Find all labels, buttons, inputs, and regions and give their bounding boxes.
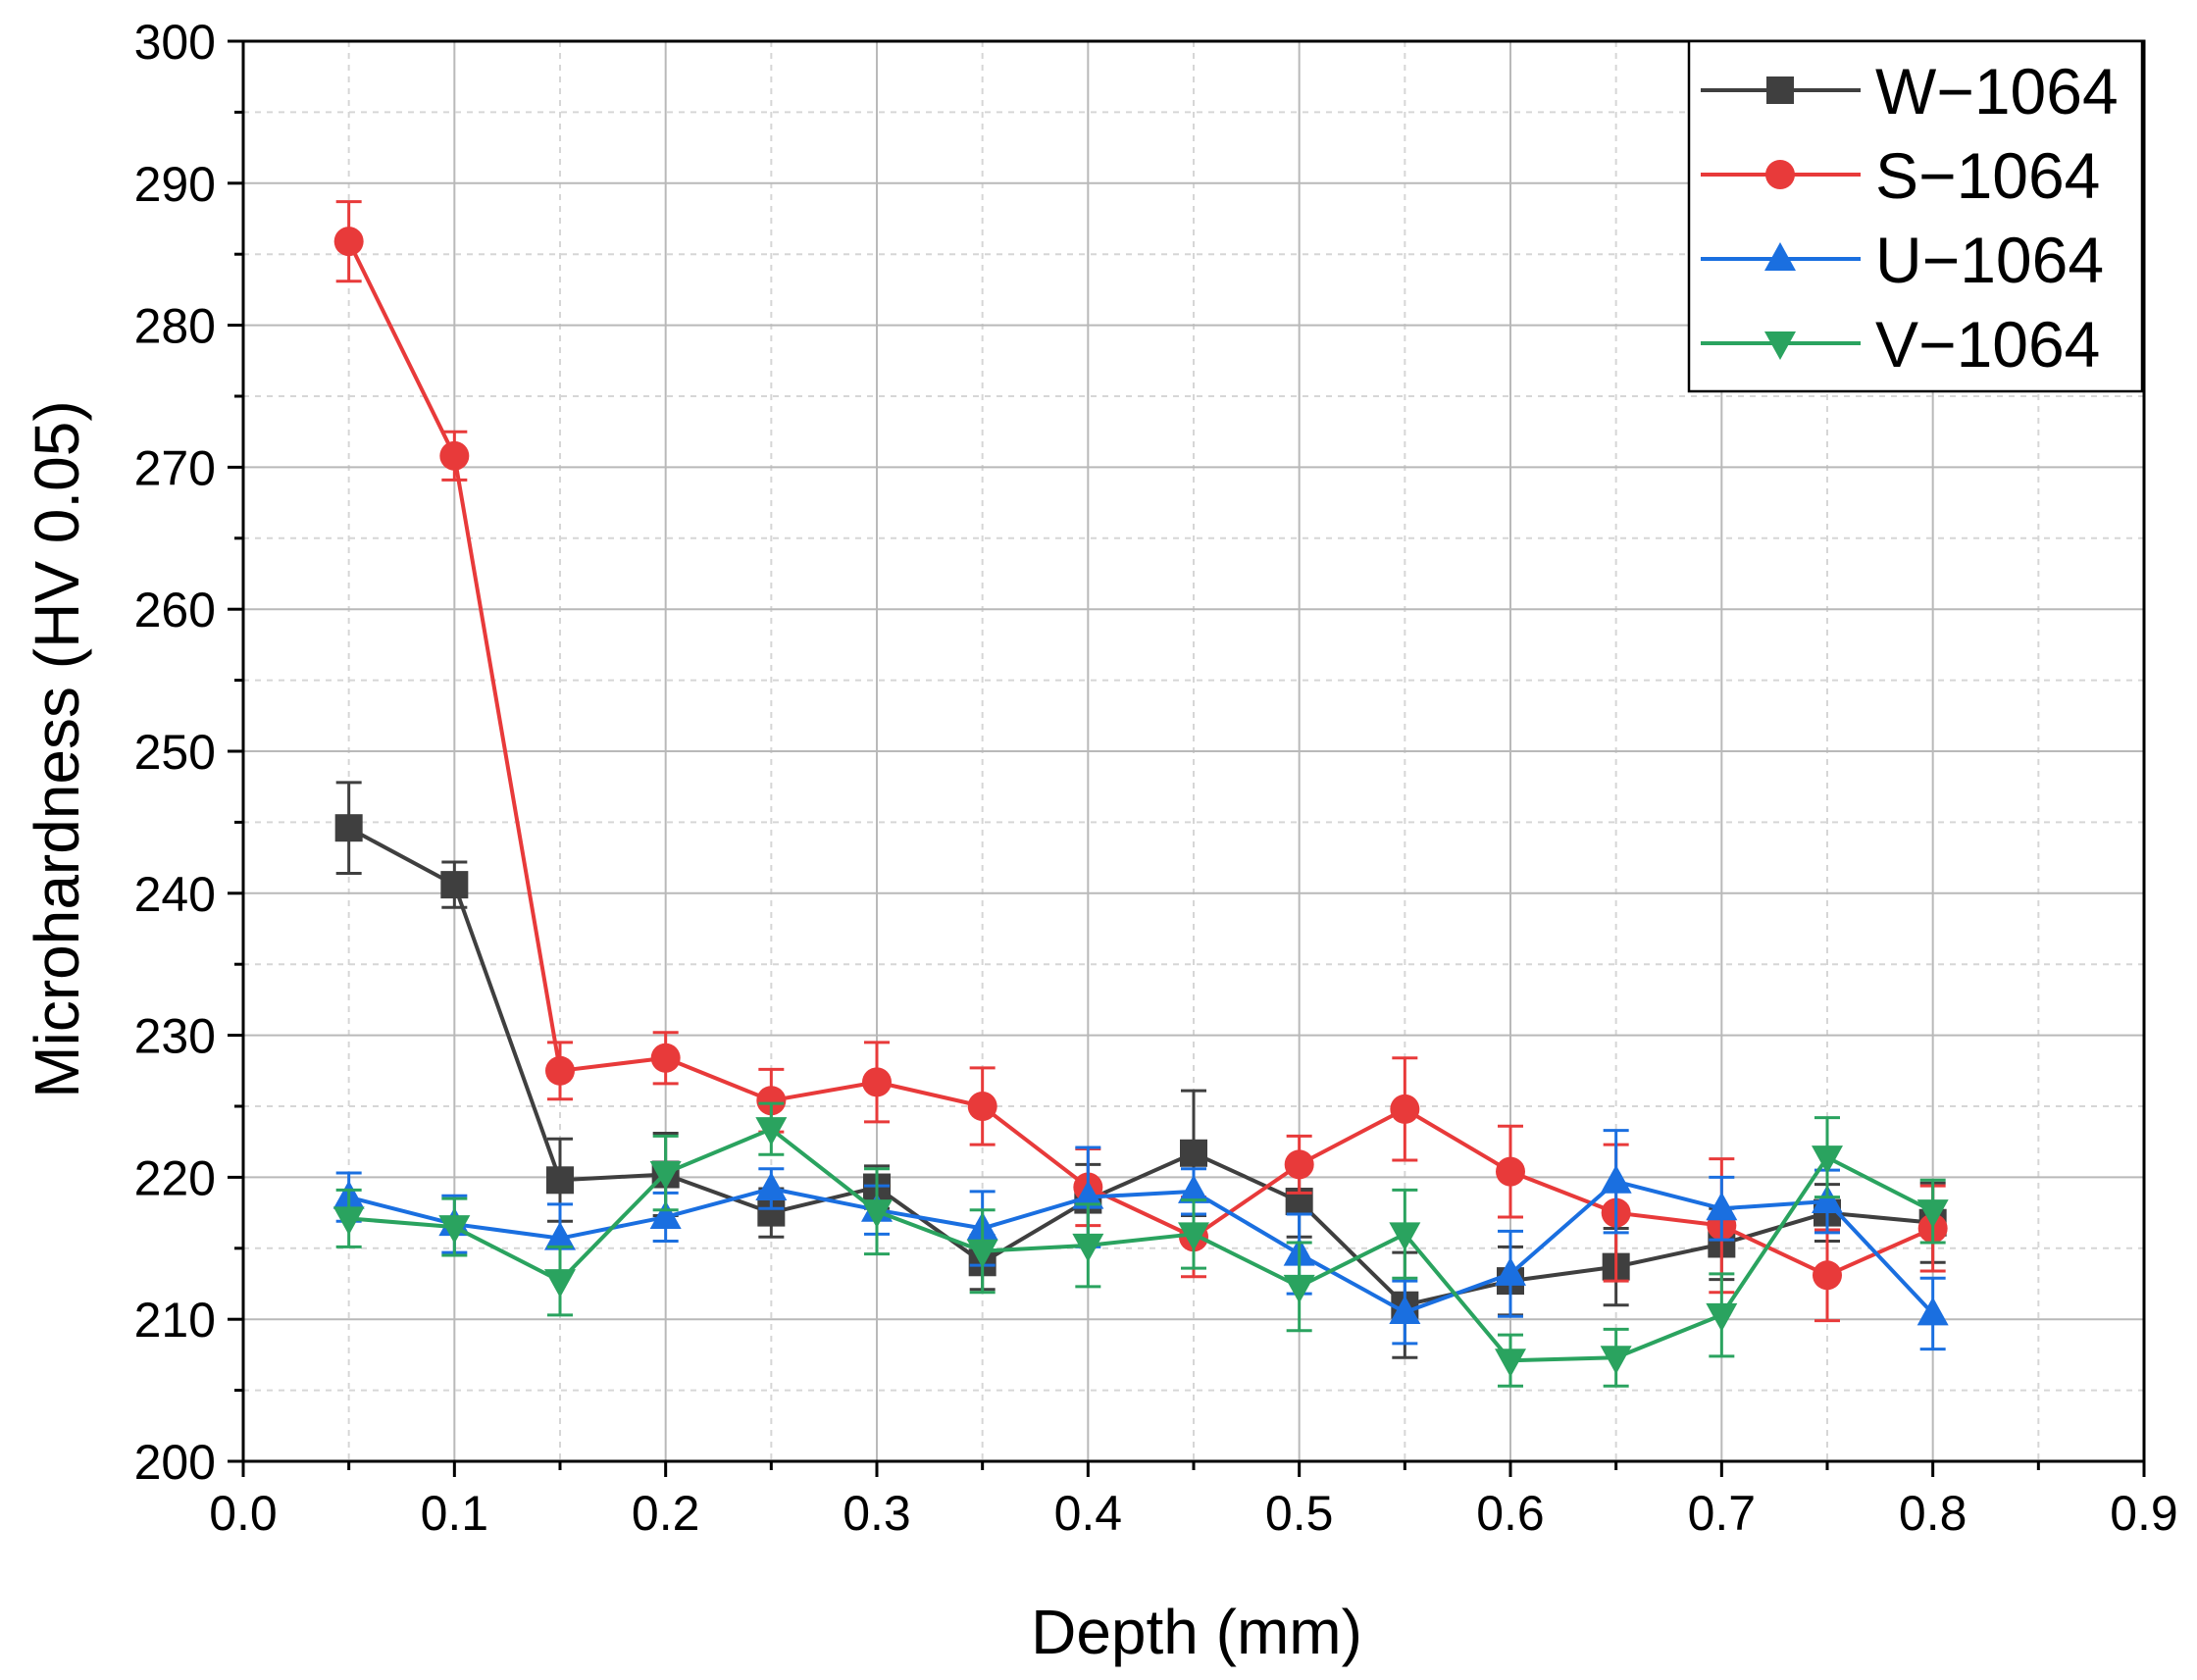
legend-item: U−1064 <box>1701 224 2104 296</box>
series-u-1064 <box>332 1129 1949 1351</box>
data-point <box>967 1092 997 1121</box>
data-point <box>439 440 470 471</box>
y-tick-label: 200 <box>134 1435 216 1490</box>
y-tick-label: 220 <box>134 1150 216 1205</box>
data-point <box>649 1199 682 1229</box>
x-tick-label: 0.1 <box>421 1486 489 1541</box>
data-point <box>650 1043 681 1073</box>
data-point <box>1813 1260 1842 1291</box>
y-tick-label: 290 <box>134 157 216 212</box>
legend-label: V−1064 <box>1875 308 2100 381</box>
data-point <box>1389 1222 1421 1251</box>
y-tick-label: 270 <box>134 440 216 495</box>
legend-label: W−1064 <box>1875 55 2119 127</box>
data-point <box>966 1239 998 1268</box>
data-point <box>1496 1156 1525 1187</box>
legend-item: V−1064 <box>1701 308 2100 381</box>
data-point <box>544 1269 576 1298</box>
y-tick-label: 300 <box>134 15 216 70</box>
data-point <box>438 1215 471 1245</box>
axes <box>228 39 2146 1477</box>
legend-box <box>1687 39 2144 393</box>
data-point <box>755 1117 788 1146</box>
data-point <box>544 1221 576 1250</box>
data-point <box>1812 1145 1843 1175</box>
data-point <box>1706 1192 1738 1221</box>
series-line <box>348 1127 1934 1363</box>
data-point <box>1072 1180 1104 1209</box>
data-point <box>1916 1297 1949 1326</box>
y-axis-title: Microhardness (HV 0.05) <box>22 400 92 1097</box>
data-point <box>334 814 363 842</box>
data-point <box>1495 1349 1526 1378</box>
data-series <box>332 200 1949 1388</box>
data-point <box>332 1206 365 1236</box>
y-tick-label: 260 <box>134 583 216 637</box>
series-line <box>347 826 1933 1307</box>
data-point <box>1916 1199 1949 1229</box>
legend-item: W−1064 <box>1701 55 2119 127</box>
x-tick-label: 0.5 <box>1265 1486 1334 1541</box>
data-point <box>1812 1185 1843 1214</box>
series-line <box>346 240 1934 1278</box>
data-point <box>1178 1222 1209 1251</box>
x-tick-label: 0.6 <box>1476 1486 1545 1541</box>
x-tick-label: 0.7 <box>1688 1486 1757 1541</box>
data-point <box>862 1067 892 1097</box>
x-tick-label: 0.2 <box>632 1486 700 1541</box>
data-point <box>1390 1094 1420 1124</box>
legend-label: U−1064 <box>1875 224 2104 296</box>
y-tick-label: 250 <box>134 725 216 780</box>
x-tick-label: 0.9 <box>2110 1486 2178 1541</box>
x-tick-label: 0.4 <box>1054 1486 1123 1541</box>
data-point <box>1178 1174 1209 1203</box>
data-point <box>546 1166 574 1195</box>
data-point <box>861 1199 893 1229</box>
data-point <box>1706 1302 1738 1332</box>
legend-label: S−1064 <box>1875 139 2100 212</box>
data-point <box>440 871 469 899</box>
x-tick-label: 0.0 <box>209 1486 278 1541</box>
data-point <box>1072 1233 1104 1262</box>
data-point <box>1600 1164 1632 1194</box>
x-tick-label: 0.8 <box>1899 1486 1967 1541</box>
series-v-1064 <box>332 1101 1949 1388</box>
legend-marker <box>1764 331 1796 360</box>
data-point <box>756 1086 787 1116</box>
series-s-1064 <box>333 200 1948 1323</box>
legend: W−1064 S−1064 U−1064 V−1064 <box>1687 39 2144 393</box>
data-point <box>1389 1295 1421 1324</box>
legend-marker <box>1764 242 1796 271</box>
data-point <box>545 1055 575 1086</box>
tick-labels: 0.0 0.1 0.2 0.3 0.4 0.5 0.6 0.7 0.8 0.9 200 210 220 2… <box>134 15 2178 1541</box>
data-point <box>1283 1274 1315 1303</box>
legend-marker <box>1765 160 1795 189</box>
x-axis-title: Depth (mm) <box>1031 1597 1362 1667</box>
y-tick-label: 240 <box>134 867 216 922</box>
y-tick-label: 230 <box>134 1009 216 1064</box>
data-point <box>649 1161 682 1191</box>
data-point <box>1180 1139 1207 1167</box>
data-point <box>1495 1256 1526 1286</box>
data-point <box>755 1171 788 1200</box>
x-tick-label: 0.3 <box>843 1486 911 1541</box>
y-tick-label: 210 <box>134 1293 216 1348</box>
data-point <box>333 227 364 257</box>
legend-item: S−1064 <box>1701 139 2100 212</box>
legend-marker <box>1766 76 1794 104</box>
data-point <box>1600 1346 1632 1375</box>
y-tick-label: 280 <box>134 299 216 354</box>
data-point <box>1284 1149 1314 1180</box>
